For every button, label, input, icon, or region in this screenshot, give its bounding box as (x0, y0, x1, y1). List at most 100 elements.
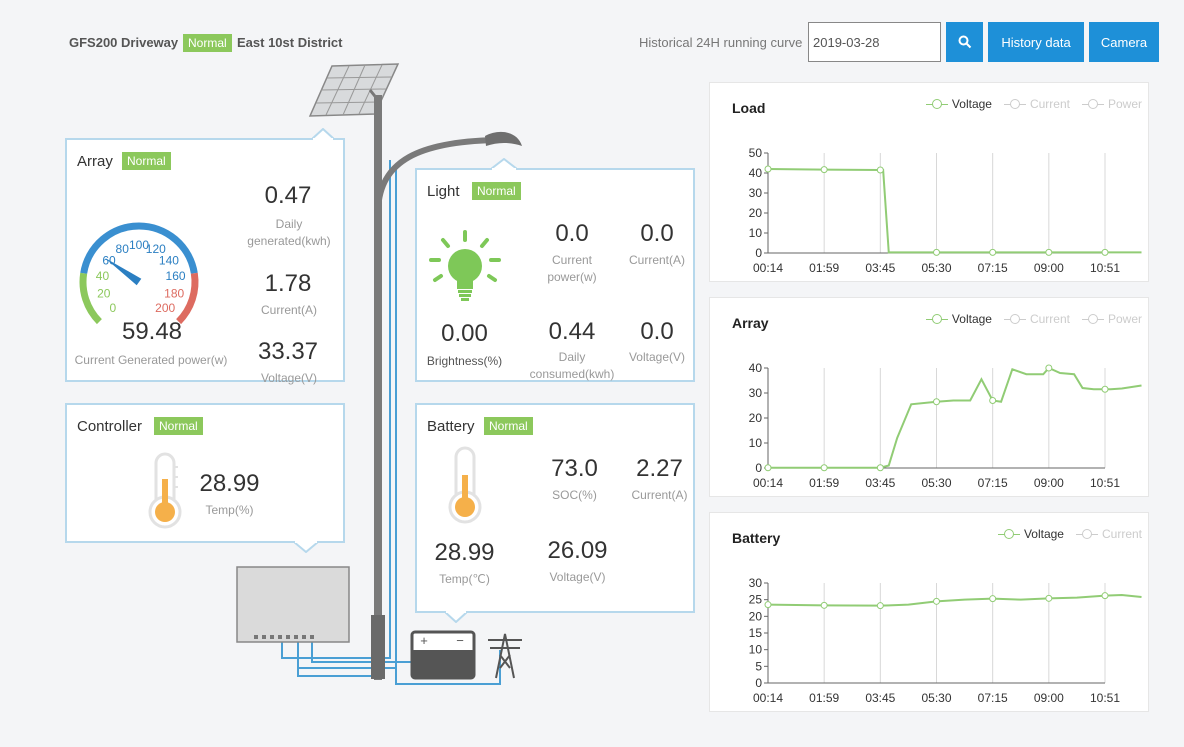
data-point[interactable] (764, 601, 772, 609)
legend-marker-icon (925, 313, 948, 325)
x-tick-label: 03:45 (865, 261, 895, 275)
array-current-label: Current(A) (260, 303, 317, 317)
y-tick-label: 5 (755, 659, 762, 673)
daily-generated-value: 0.47 (264, 182, 312, 209)
legend-current-label: Current (1029, 97, 1070, 111)
legend-voltage[interactable]: Voltage (925, 312, 992, 326)
x-tick-label: 03:45 (865, 691, 895, 705)
series-line-voltage (768, 366, 1142, 469)
array-voltage-value: 33.37 (257, 338, 319, 365)
legend-marker-icon (1075, 528, 1098, 540)
legend-voltage-label: Voltage (1023, 527, 1064, 541)
battery-chart: 00:14 01:59 03:45 05:30 07:15 09:00 10:51 0 5 10 1… (749, 576, 1142, 705)
data-point[interactable] (989, 397, 997, 404)
data-point[interactable] (1101, 248, 1109, 256)
gauge-tick-label: 20 (97, 286, 111, 300)
district-name: East 10st District (237, 35, 343, 50)
solar-panel (308, 63, 400, 117)
thermometer-icon (148, 452, 182, 529)
x-tick-label: 03:45 (865, 476, 895, 490)
data-point[interactable] (820, 464, 828, 472)
legend-voltage[interactable]: Voltage (997, 527, 1064, 541)
legend-current-label: Current (1101, 527, 1142, 541)
data-point[interactable] (933, 398, 940, 406)
legend-marker-icon (1081, 313, 1104, 325)
y-tick-label: 40 (749, 166, 763, 180)
station-status-badge: Normal (183, 34, 232, 52)
legend-current[interactable]: Current (1003, 97, 1070, 111)
array-chart: 00:14 01:59 03:45 05:30 07:15 09:00 10:51 0 10 20… (749, 361, 1142, 490)
array-chart-title: Array (732, 315, 769, 331)
power-gauge: 020406080100120140160180200 (79, 222, 199, 325)
x-tick-label: 10:51 (1090, 691, 1120, 705)
data-point[interactable] (820, 166, 828, 174)
x-tick-label: 09:00 (1034, 476, 1064, 490)
load-chart-legend: Voltage Current Power (925, 97, 1142, 111)
legend-voltage[interactable]: Voltage (925, 97, 992, 111)
camera-button[interactable]: Camera (1089, 22, 1159, 62)
data-point[interactable] (989, 595, 997, 603)
light-voltage-value: 0.0 (640, 318, 674, 345)
load-chart-panel: Load Voltage Current Power 00:14 01:59 03:… (709, 82, 1149, 282)
load-chart-title: Load (732, 100, 766, 116)
data-point[interactable] (876, 602, 884, 610)
data-point[interactable] (933, 248, 940, 256)
battery-thermometer-icon (448, 446, 482, 524)
legend-marker-icon (1081, 98, 1104, 110)
series-line-voltage (767, 168, 1142, 254)
brightness-value: 0.00 (441, 320, 488, 347)
generated-power-value: 59.48 (121, 318, 183, 345)
battery-voltage-value: 26.09 (547, 537, 608, 564)
legend-marker-icon (997, 528, 1020, 540)
legend-current[interactable]: Current (1075, 527, 1142, 541)
y-tick-label: 10 (749, 436, 763, 450)
data-point[interactable] (876, 464, 884, 472)
data-point[interactable] (764, 165, 772, 173)
x-tick-label: 05:30 (921, 261, 951, 275)
data-point[interactable] (989, 248, 997, 256)
data-point[interactable] (1101, 385, 1109, 393)
power-tower-icon (488, 633, 522, 679)
legend-voltage-label: Voltage (951, 312, 992, 326)
history-data-button[interactable]: History data (988, 22, 1084, 62)
data-point[interactable] (820, 601, 828, 609)
data-point[interactable] (1101, 592, 1109, 600)
light-status-badge: Normal (472, 182, 521, 200)
legend-current[interactable]: Current (1003, 312, 1070, 326)
x-tick-label: 07:15 (978, 476, 1008, 490)
data-point[interactable] (1045, 594, 1053, 602)
data-point[interactable] (933, 597, 940, 605)
search-button[interactable] (946, 22, 983, 62)
data-point[interactable] (876, 166, 884, 174)
x-tick-label: 07:15 (978, 691, 1008, 705)
light-bulb-icon (429, 230, 501, 301)
data-point[interactable] (764, 464, 772, 472)
x-tick-label: 09:00 (1034, 261, 1064, 275)
gauge-tick-label: 120 (146, 242, 166, 256)
array-title: Array (77, 153, 113, 170)
date-input[interactable] (808, 22, 941, 62)
light-voltage-label: Voltage(V) (628, 350, 686, 364)
x-tick-label: 00:14 (753, 476, 783, 490)
battery-plus: + (420, 633, 428, 648)
array-voltage-label: Voltage(V) (260, 371, 318, 385)
legend-power[interactable]: Power (1081, 312, 1142, 326)
data-point[interactable] (1045, 364, 1053, 372)
controller-status-badge: Normal (154, 417, 203, 435)
x-tick-label: 00:14 (753, 691, 783, 705)
legend-power[interactable]: Power (1081, 97, 1142, 111)
battery-card: Battery Normal 73.0 SOC(%) 2.27 Current(… (415, 403, 695, 613)
x-tick-label: 05:30 (921, 476, 951, 490)
gauge-needle (104, 257, 142, 286)
legend-current-label: Current (1029, 312, 1070, 326)
x-tick-label: 09:00 (1034, 691, 1064, 705)
battery-chart-title: Battery (732, 530, 781, 546)
light-title: Light (427, 183, 460, 200)
controller-temp-label: Temp(%) (205, 503, 254, 517)
gauge-tick-label: 140 (159, 253, 179, 267)
data-point[interactable] (1045, 248, 1053, 256)
gauge-tick-label: 200 (155, 301, 175, 315)
x-tick-label: 10:51 (1090, 476, 1120, 490)
light-current-value: 0.0 (640, 220, 674, 247)
battery-card-pointer (445, 611, 467, 623)
